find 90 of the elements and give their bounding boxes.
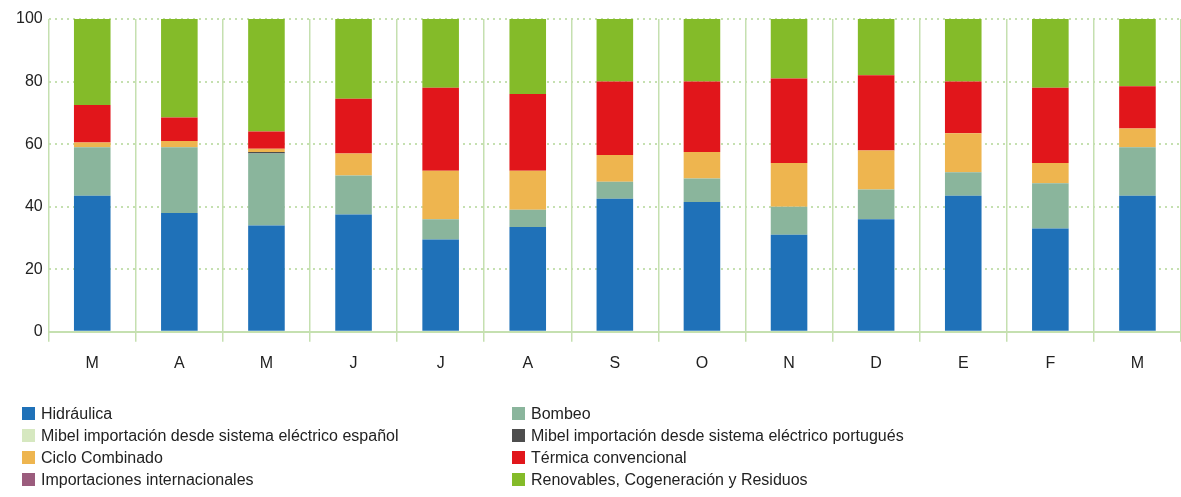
bar xyxy=(335,175,372,215)
bar xyxy=(770,234,808,331)
bar xyxy=(161,212,198,331)
x-tick-label: D xyxy=(870,353,882,371)
bar xyxy=(509,209,547,228)
x-tick-label: E xyxy=(957,353,969,371)
bar xyxy=(1119,128,1156,148)
x-tick-label: M xyxy=(1130,353,1145,371)
bar xyxy=(596,155,634,182)
legend-label: Hidráulica xyxy=(41,404,113,423)
bar xyxy=(770,78,808,163)
y-tick-label: 60 xyxy=(24,134,43,152)
bar xyxy=(770,19,808,79)
bar xyxy=(1032,183,1069,229)
bar xyxy=(857,219,895,331)
bar xyxy=(683,178,721,202)
bar xyxy=(944,19,982,82)
legend-label: Ciclo Combinado xyxy=(41,448,163,467)
bar xyxy=(857,150,895,190)
bar xyxy=(248,19,285,132)
bar xyxy=(1119,19,1156,87)
bar xyxy=(770,206,808,235)
bar xyxy=(509,94,547,171)
bar xyxy=(1032,228,1069,331)
bar xyxy=(248,153,285,226)
bar xyxy=(422,87,459,171)
bar xyxy=(1119,86,1156,129)
bar xyxy=(596,198,634,331)
bar xyxy=(509,19,547,95)
y-tick-label: 0 xyxy=(33,322,43,340)
x-tick-label: O xyxy=(695,353,709,371)
bar xyxy=(509,227,547,331)
bar xyxy=(73,19,111,106)
bar xyxy=(683,19,721,82)
legend-label: Renovables, Cogeneración y Residuos xyxy=(531,470,808,489)
bar xyxy=(683,81,721,152)
bar xyxy=(944,81,982,134)
bar xyxy=(161,19,198,118)
x-tick-label: J xyxy=(436,353,445,371)
bar xyxy=(944,133,982,173)
bar xyxy=(596,181,634,199)
bar xyxy=(1119,195,1156,331)
bar xyxy=(596,81,634,156)
bar xyxy=(335,19,372,99)
bar xyxy=(248,225,285,331)
bar xyxy=(422,239,459,331)
x-tick-label: N xyxy=(783,353,795,371)
bar xyxy=(335,214,372,331)
legend-label: Importaciones internacionales xyxy=(41,470,254,489)
bar xyxy=(1032,19,1069,88)
bar xyxy=(1032,87,1069,163)
bar xyxy=(422,219,459,240)
bar xyxy=(248,131,285,149)
bar xyxy=(422,19,459,88)
bar xyxy=(944,195,982,331)
bar xyxy=(73,105,111,143)
bar xyxy=(683,151,721,179)
y-tick-label: 100 xyxy=(15,9,43,27)
bar xyxy=(422,170,459,220)
bar xyxy=(944,172,982,196)
bar xyxy=(335,98,372,154)
bar xyxy=(73,147,111,196)
x-tick-label: A xyxy=(174,353,186,371)
y-tick-label: 40 xyxy=(24,197,43,215)
x-tick-label: J xyxy=(349,353,358,371)
bar xyxy=(770,162,808,207)
bar xyxy=(1119,147,1156,196)
x-tick-label: A xyxy=(522,353,534,371)
bar xyxy=(596,19,634,82)
x-tick-label: M xyxy=(85,353,99,371)
bar xyxy=(857,75,895,151)
bar xyxy=(73,195,111,331)
bar xyxy=(857,19,895,76)
bar xyxy=(161,117,198,141)
bar xyxy=(1032,162,1069,184)
bar xyxy=(335,153,372,176)
legend-label: Térmica convencional xyxy=(531,448,687,467)
y-tick-label: 80 xyxy=(24,71,43,89)
y-tick-label: 20 xyxy=(24,259,43,277)
legend-label: Mibel importación desde sistema eléctrico español xyxy=(41,426,399,445)
bar xyxy=(683,201,721,331)
bar xyxy=(509,170,547,210)
x-tick-label: M xyxy=(259,353,274,371)
bar xyxy=(857,189,895,220)
x-tick-label: F xyxy=(1045,353,1056,371)
bar xyxy=(161,140,198,148)
bar xyxy=(161,147,198,213)
legend-label: Mibel importación desde sistema eléctrico portugués xyxy=(531,426,904,445)
x-tick-label: S xyxy=(609,353,621,371)
legend-label: Bombeo xyxy=(531,404,591,423)
